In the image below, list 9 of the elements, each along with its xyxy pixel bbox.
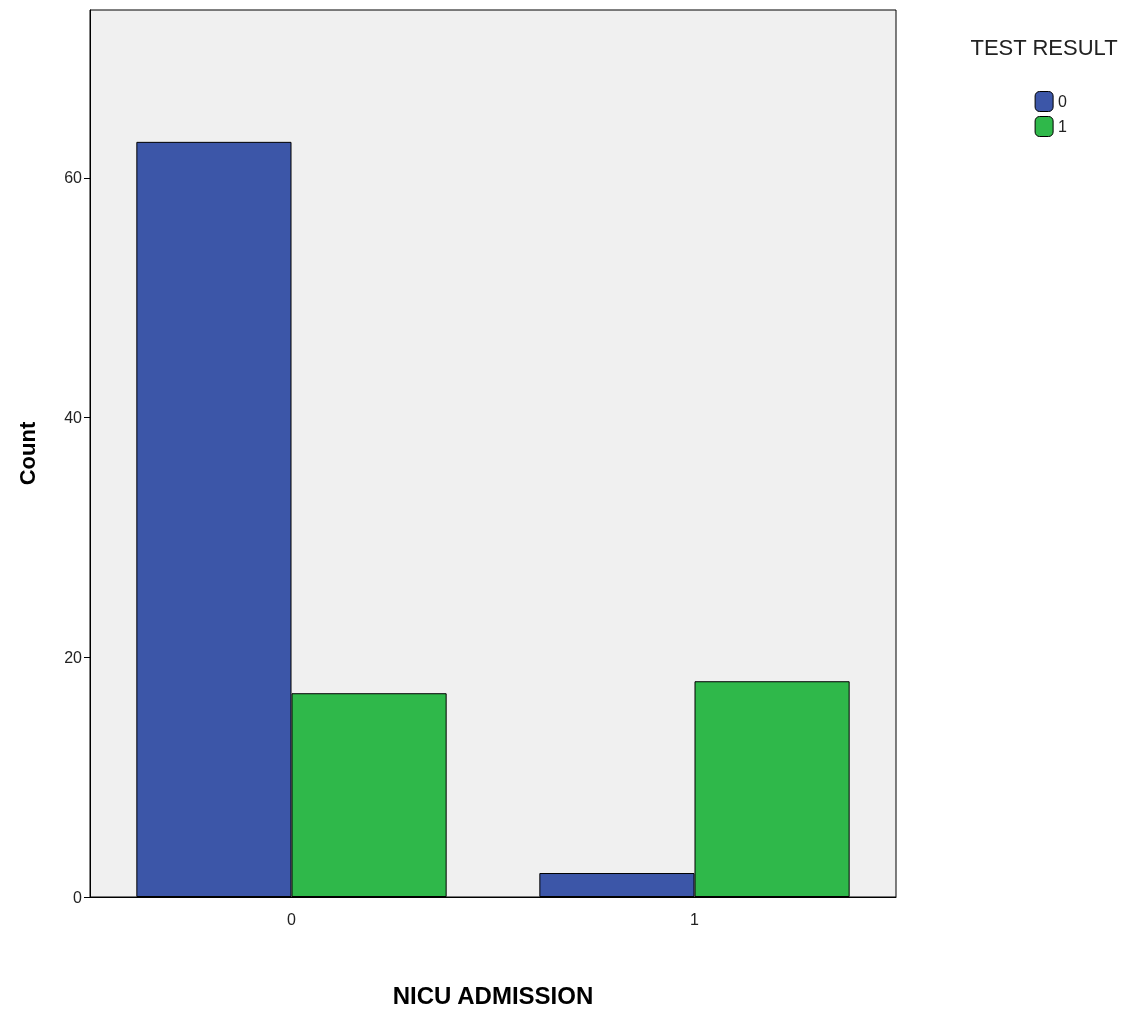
legend-label: 1 [1058, 118, 1068, 135]
legend-title: TEST RESULT [970, 34, 1118, 60]
x-axis-title: NICU ADMISSION [392, 981, 594, 1009]
y-tick-label: 20 [64, 648, 83, 666]
legend-label: 0 [1058, 93, 1068, 110]
y-axis-title: Count [14, 421, 40, 486]
y-tick-label: 0 [73, 888, 83, 906]
y-tick-label: 40 [64, 409, 83, 427]
y-tick-label: 60 [64, 169, 83, 187]
